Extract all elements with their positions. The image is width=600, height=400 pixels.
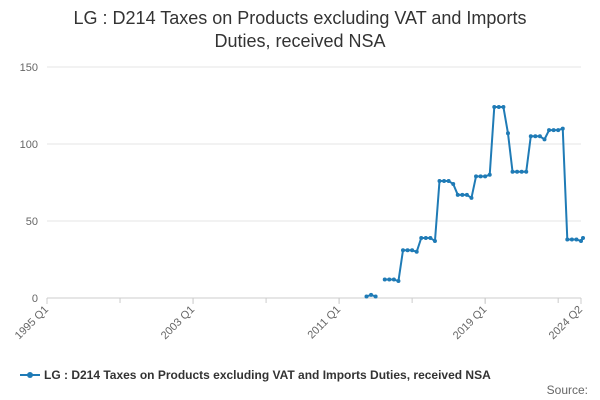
legend[interactable]: LG : D214 Taxes on Products excluding VA… (20, 368, 491, 382)
data-point-last (581, 235, 585, 240)
data-point (387, 277, 392, 282)
legend-label[interactable]: LG : D214 Taxes on Products excluding VA… (44, 368, 491, 382)
data-point (405, 248, 410, 253)
y-tick-label-100: 100 (20, 139, 38, 151)
data-point (474, 174, 479, 179)
data-point (551, 128, 556, 133)
data-point (428, 235, 433, 240)
data-point (410, 248, 415, 253)
y-tick-label-150: 150 (20, 62, 38, 74)
chart-title-line-1: LG : D214 Taxes on Products excluding VA… (74, 8, 527, 28)
x-tick-label-1: 2003 Q1 (159, 304, 197, 342)
data-point (569, 237, 574, 242)
data-point (432, 239, 437, 244)
data-point (469, 195, 474, 200)
data-point (464, 192, 469, 197)
data-point (487, 172, 492, 177)
data-point (442, 178, 447, 183)
data-point (542, 137, 547, 142)
data-point (537, 134, 542, 139)
chart-title-line-2: Duties, received NSA (214, 31, 385, 51)
x-tick-label-3: 2019 Q1 (451, 304, 489, 342)
data-point (414, 249, 419, 254)
data-point (401, 248, 405, 253)
data-point (396, 279, 401, 284)
data-point (505, 131, 510, 136)
data-point (501, 105, 506, 110)
grid: 0 50 100 150 (20, 62, 581, 305)
data-point (423, 235, 428, 240)
data-point (510, 169, 515, 174)
series-line-segment-1 (384, 106, 582, 283)
series (364, 105, 585, 299)
data-point (574, 237, 579, 242)
source-label: Source: (547, 383, 588, 397)
data-point (483, 174, 488, 179)
data-point (419, 235, 424, 240)
x-tick-label-2: 2011 Q1 (305, 304, 343, 342)
y-tick-label-50: 50 (26, 216, 38, 228)
data-point (382, 277, 387, 282)
x-tick-label-0: 1995 Q1 (13, 304, 51, 342)
data-point (460, 192, 465, 197)
data-point (369, 292, 374, 297)
data-point (533, 134, 538, 139)
x-axis: 1995 Q1 2003 Q1 2011 Q1 2019 Q1 2024 Q2 (13, 297, 585, 342)
data-point (492, 105, 497, 110)
data-point (437, 178, 442, 183)
data-point (478, 174, 483, 179)
data-point (455, 192, 460, 197)
x-tick-label-4: 2024 Q2 (547, 304, 585, 342)
data-point (373, 294, 378, 299)
data-point (556, 128, 561, 133)
data-point (560, 126, 565, 131)
data-point (547, 128, 552, 133)
data-point (565, 237, 570, 242)
data-point (515, 169, 520, 174)
data-point (519, 169, 524, 174)
data-point (391, 277, 396, 282)
data-point (496, 105, 501, 110)
data-point (524, 169, 529, 174)
data-point (528, 134, 533, 139)
data-point (446, 178, 451, 183)
data-point (451, 182, 456, 187)
legend-point-marker (27, 372, 33, 378)
data-point (364, 294, 369, 299)
y-tick-label-0: 0 (32, 293, 38, 305)
